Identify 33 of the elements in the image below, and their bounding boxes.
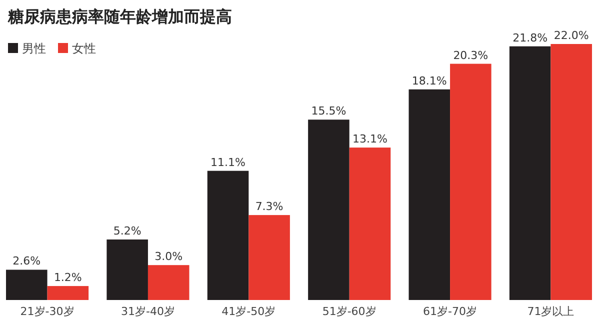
data-label: 22.0% (554, 29, 589, 42)
bar (450, 64, 492, 300)
bar (509, 46, 551, 300)
data-label: 21.8% (512, 31, 548, 44)
x-tick-label: 71岁以上 (527, 305, 574, 318)
bar (308, 120, 350, 300)
legend-label: 男性 (22, 42, 46, 56)
legend-label: 女性 (72, 42, 96, 56)
data-label: 20.3% (453, 48, 488, 62)
x-tick-label: 31岁-40岁 (120, 305, 175, 318)
bar (6, 270, 48, 300)
bar (248, 215, 290, 300)
data-label: 7.3% (255, 200, 284, 214)
bar (47, 286, 89, 300)
data-label: 18.1% (412, 74, 447, 88)
bar (148, 265, 190, 300)
data-label: 5.2% (113, 224, 142, 238)
bar (349, 148, 391, 300)
bar (207, 170, 249, 300)
data-label: 15.5% (311, 104, 346, 118)
data-label: 1.2% (54, 271, 82, 284)
data-label: 13.1% (352, 132, 388, 146)
x-tick-label: 21岁-30岁 (20, 305, 74, 318)
bar (106, 239, 148, 300)
x-tick-label: 51岁-60岁 (322, 305, 376, 318)
data-label: 2.6% (12, 254, 41, 268)
x-tick-label: 61岁-70岁 (423, 305, 478, 318)
bar (408, 89, 450, 300)
bar (550, 44, 592, 300)
x-tick-label: 41岁-50岁 (222, 305, 276, 318)
data-label: 11.1% (210, 156, 246, 169)
data-label: 3.0% (154, 250, 183, 264)
chart-title: 糖尿病患病率随年龄增加而提高 (7, 7, 232, 26)
